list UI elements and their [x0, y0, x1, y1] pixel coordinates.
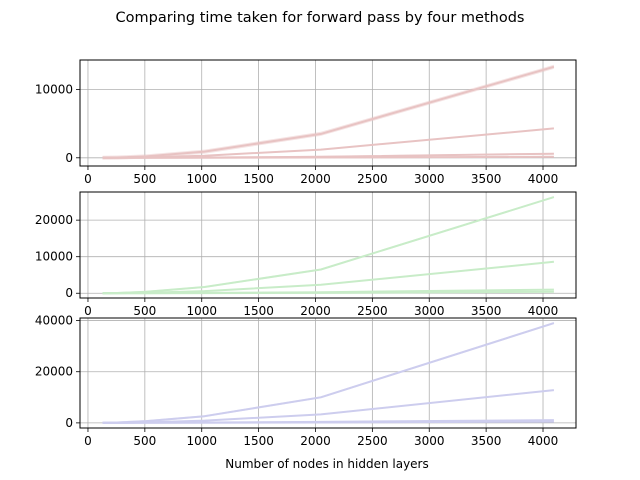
- subplot-3: 0 500 1000 1500 2000 2500 3000 3500 400002000040…: [35, 314, 577, 448]
- x-tick-label: 2000: [300, 304, 331, 318]
- x-tick-label: 1000: [186, 172, 217, 186]
- y-tick-label: 40000: [35, 314, 73, 328]
- figure-title: Comparing time taken for forward pass by…: [116, 10, 525, 26]
- x-tick-label: 3000: [414, 434, 445, 448]
- y-tick-label: 0: [65, 286, 73, 300]
- y-tick-label: 10000: [35, 82, 73, 96]
- x-tick-label: 2500: [357, 304, 388, 318]
- x-tick-label: 1500: [243, 434, 274, 448]
- x-tick-label: 4000: [528, 172, 559, 186]
- series-4-line: [102, 155, 554, 159]
- x-tick-label: 3500: [471, 172, 502, 186]
- x-tick-label: 2000: [300, 172, 331, 186]
- x-tick-label: 2500: [357, 172, 388, 186]
- axes-frame: [79, 59, 577, 167]
- subplot-2: 0 500 1000 1500 2000 2500 3000 3500 4000 0 10000 20…: [35, 191, 577, 318]
- series-4-line: [102, 290, 554, 295]
- axes-frame: [79, 317, 577, 429]
- x-tick-label: 3500: [471, 304, 502, 318]
- x-tick-label: 2000: [300, 434, 331, 448]
- y-tick-label: 10000: [35, 250, 73, 264]
- x-tick-label: 0: [84, 172, 92, 186]
- x-tick-label: 500: [133, 304, 156, 318]
- x-tick-label: 4000: [528, 434, 559, 448]
- x-tick-label: 4000: [528, 304, 559, 318]
- x-axis-label: Number of nodes in hidden layers: [225, 457, 429, 471]
- x-tick-label: 0: [84, 434, 92, 448]
- x-tick-label: 0: [84, 304, 92, 318]
- y-tick-label: 0: [65, 416, 73, 430]
- x-tick-label: 3000: [414, 304, 445, 318]
- x-tick-label: 2500: [357, 434, 388, 448]
- x-tick-label: 1500: [243, 172, 274, 186]
- x-tick-label: 3500: [471, 434, 502, 448]
- x-tick-label: 500: [133, 434, 156, 448]
- x-tick-label: 1500: [243, 304, 274, 318]
- y-tick-label: 20000: [35, 213, 73, 227]
- axes-frame: [79, 191, 577, 299]
- x-tick-label: 1000: [186, 434, 217, 448]
- x-tick-label: 500: [133, 172, 156, 186]
- x-tick-label: 1000: [186, 304, 217, 318]
- series-4-line: [102, 420, 554, 424]
- y-tick-label: 0: [65, 151, 73, 165]
- y-tick-label: 20000: [35, 365, 73, 379]
- subplot-1: 0 500 1000 1500 2000 2500 3000 3500 4000 0 10000: [35, 59, 577, 186]
- x-tick-label: 3000: [414, 172, 445, 186]
